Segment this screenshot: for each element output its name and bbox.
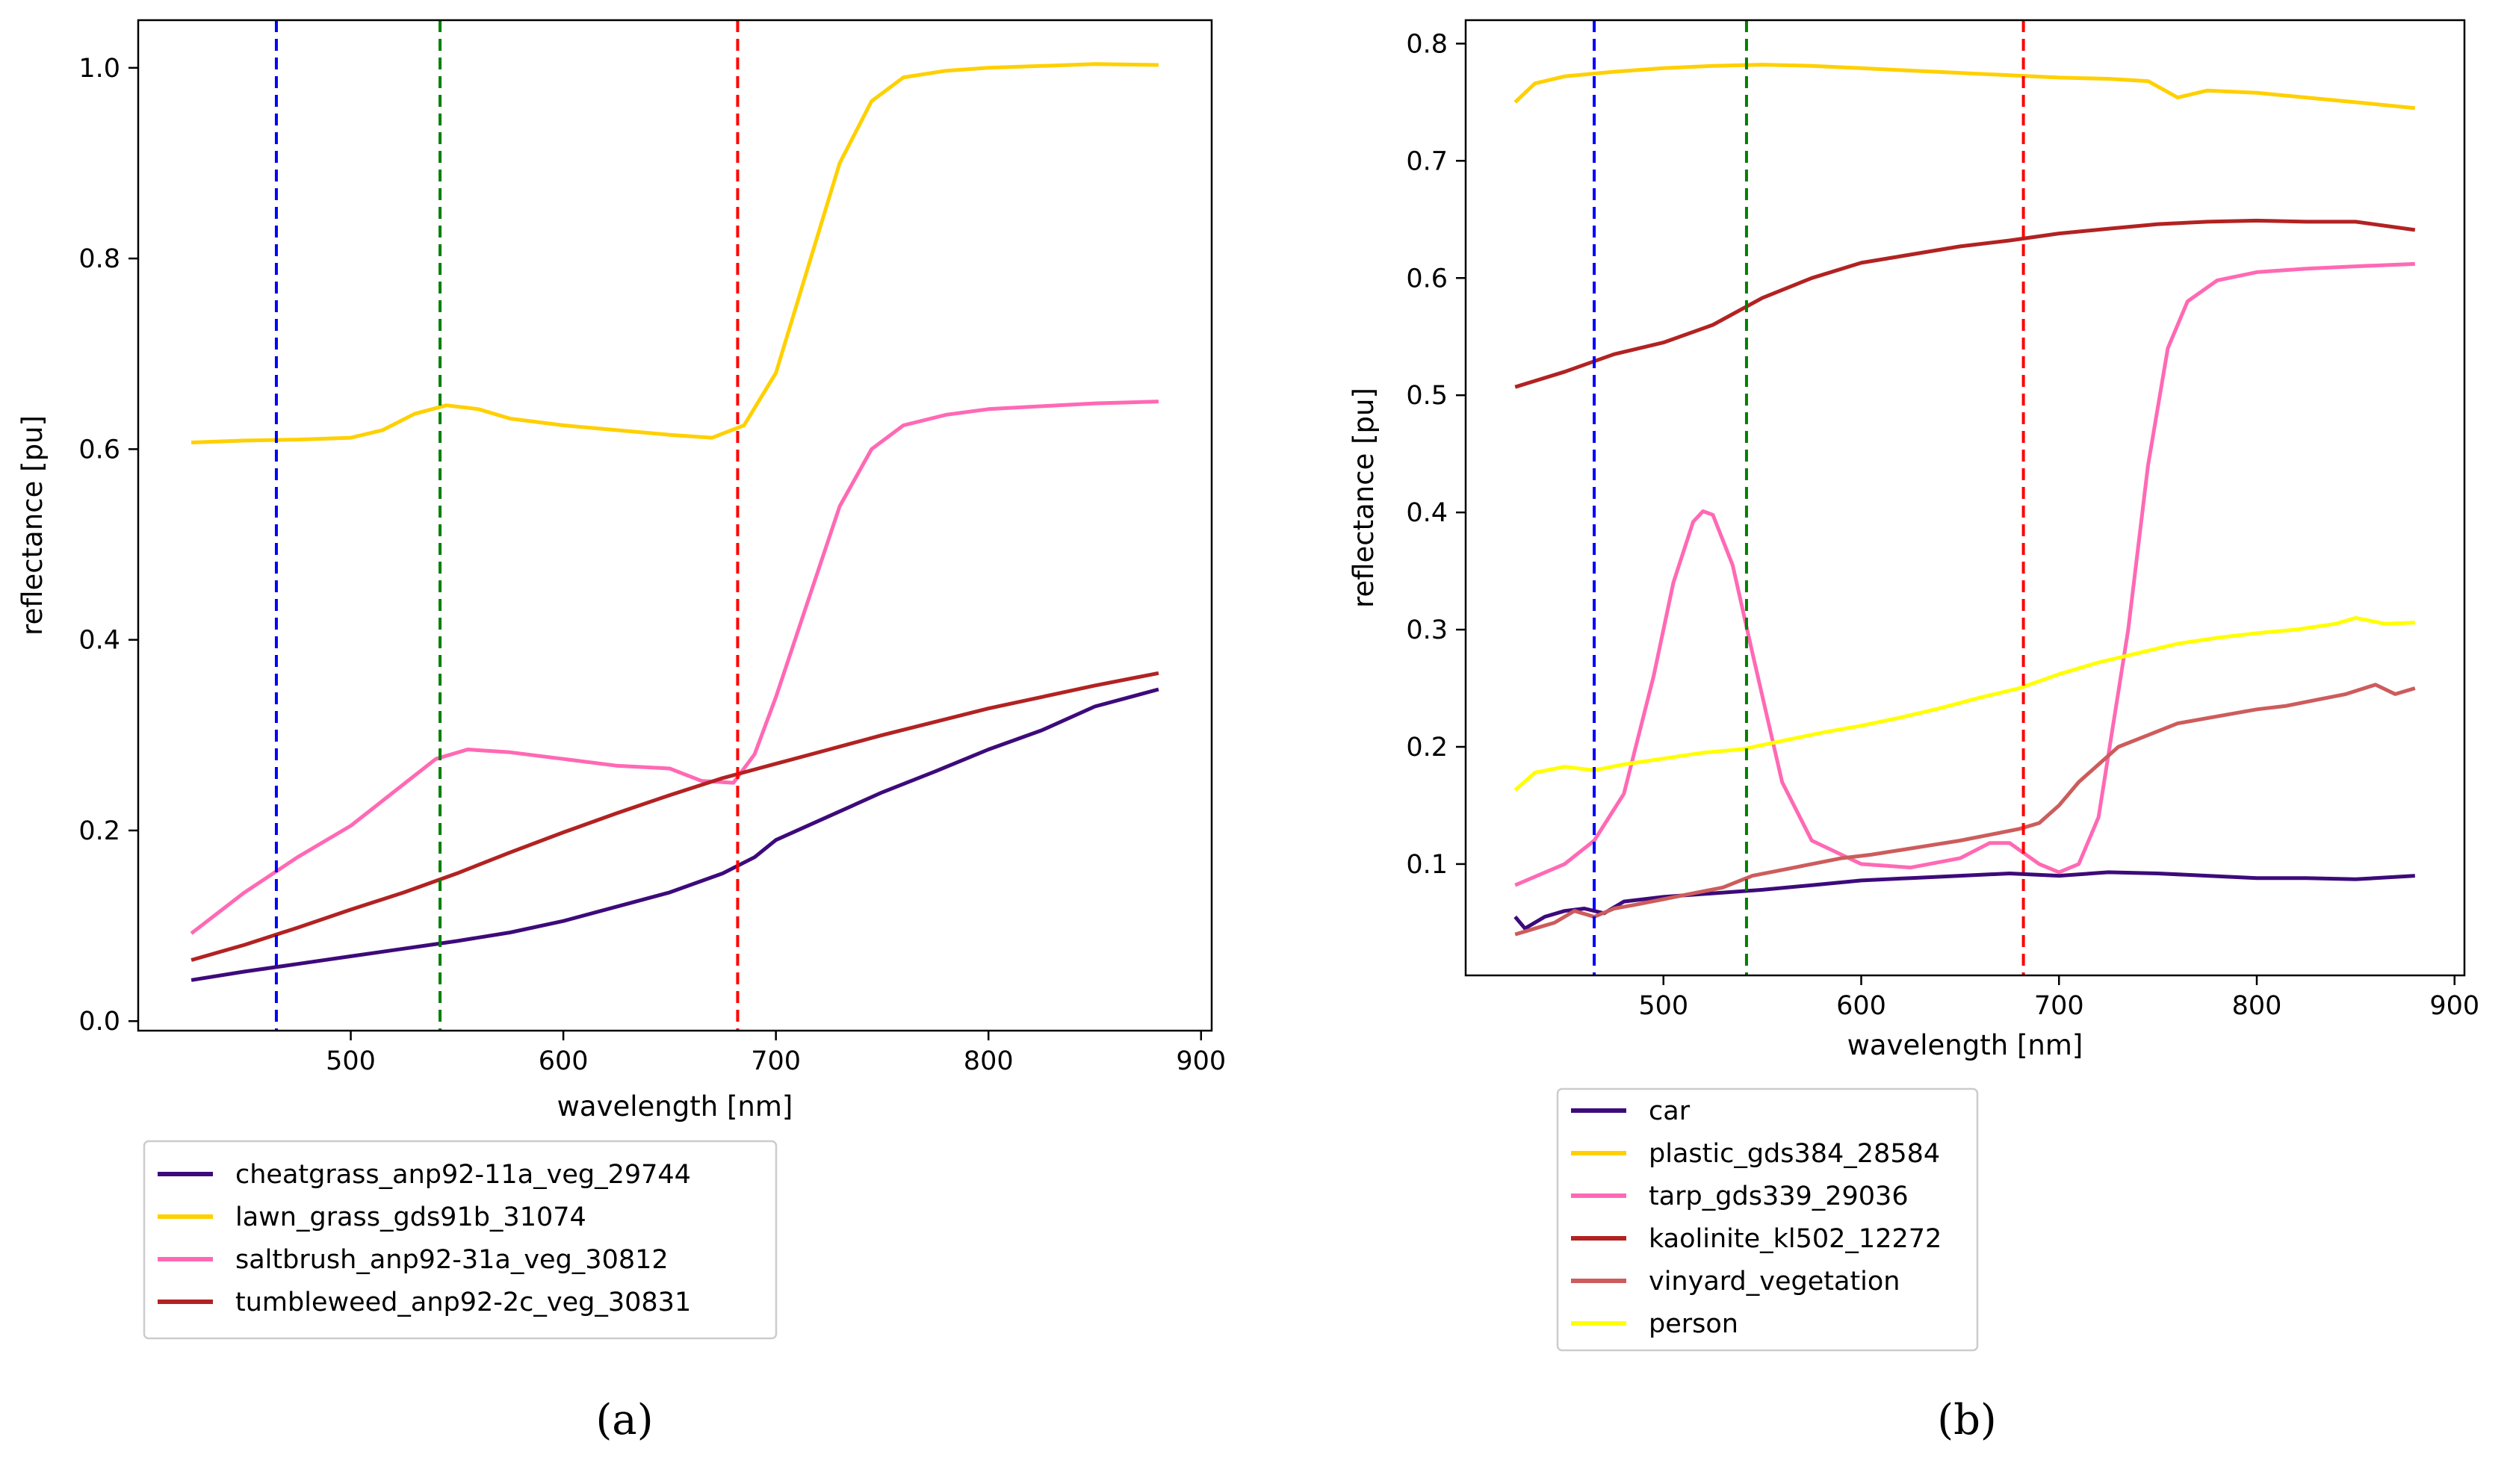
panel-a-legend-label-3: tumbleweed_anp92-2c_veg_30831 — [235, 1288, 691, 1317]
panel-a: 500 600 700 800 900 0.0 0.2 0.4 0.6 0.8 1.0 wavelen… — [16, 19, 1226, 1444]
panel-b-x-tick-label-3: 800 — [2232, 991, 2282, 1021]
panel-b-x-tick-label-4: 900 — [2429, 991, 2479, 1021]
panel-b-legend-box — [1556, 1087, 1979, 1352]
panel-a-series-line-3 — [190, 671, 1159, 962]
panel-a-x-axis-label: wavelength [nm] — [557, 1090, 793, 1123]
panel-b-legend: car plastic_gds384_28584 tarp_gds339_29036… — [1556, 1087, 1979, 1352]
panel-a-x-tick-label-3: 800 — [964, 1046, 1014, 1076]
panel-b-y-tick-label-6: 0.7 — [1406, 146, 1448, 176]
panel-a-series-line-2 — [190, 400, 1159, 935]
panel-a-legend-label-0: cheatgrass_anp92-11a_veg_29744 — [235, 1160, 691, 1190]
panel-b-caption: (b) — [1937, 1396, 1997, 1444]
panel-b-legend-label-4: vinyard_vegetation — [1649, 1267, 1900, 1297]
panel-a-legend-label-2: saltbrush_anp92-31a_veg_30812 — [235, 1245, 669, 1275]
panel-b-y-tick-label-0: 0.1 — [1406, 850, 1448, 880]
panel-b: 500 600 700 800 900 0.1 0.2 0.3 0.4 0.5 0.6 0.7 0.8 w… — [1348, 19, 2479, 1444]
panel-b-y-tick-label-4: 0.5 — [1406, 381, 1448, 411]
panel-a-caption: (a) — [595, 1396, 653, 1444]
panel-b-series-line-0 — [1513, 870, 2415, 931]
panel-a-y-tick-label-2: 0.4 — [78, 626, 120, 656]
panel-b-axes-frame — [1464, 19, 2466, 977]
panel-a-plot-area — [190, 20, 1159, 1031]
panel-b-x-tick-label-0: 500 — [1638, 991, 1688, 1021]
panel-a-y-tick-label-4: 0.8 — [78, 244, 120, 274]
panel-b-legend-label-2: tarp_gds339_29036 — [1649, 1182, 1909, 1211]
panel-b-legend-label-1: plastic_gds384_28584 — [1649, 1139, 1940, 1169]
panel-a-x-tick-label-0: 500 — [326, 1046, 376, 1076]
panel-a-y-tick-label-5: 1.0 — [78, 54, 120, 84]
panel-b-series-line-3 — [1514, 218, 2416, 389]
panel-b-x-tick-label-1: 600 — [1836, 991, 1886, 1021]
panel-b-plot-area — [1513, 20, 2416, 975]
panel-a-x-tick-label-2: 700 — [751, 1046, 801, 1076]
panel-b-legend-label-5: person — [1649, 1309, 1738, 1339]
panel-a-y-tick-label-0: 0.0 — [78, 1007, 120, 1037]
panel-a-legend-box — [143, 1140, 778, 1340]
panel-a-x-tick-label-1: 600 — [539, 1046, 589, 1076]
panel-a-legend: cheatgrass_anp92-11a_veg_29744 lawn_grass… — [143, 1140, 778, 1340]
panel-b-series-line-5 — [1513, 615, 2415, 792]
panel-b-series-line-2 — [1514, 261, 2415, 887]
panel-a-series-line-1 — [191, 62, 1159, 444]
panel-b-legend-label-3: kaolinite_kl502_12272 — [1649, 1224, 1942, 1254]
panel-a-legend-label-1: lawn_grass_gds91b_31074 — [235, 1202, 586, 1232]
panel-a-axes-frame — [137, 19, 1213, 1032]
panel-b-series-line-1 — [1513, 63, 2416, 111]
panel-b-y-tick-label-5: 0.6 — [1406, 264, 1448, 294]
panel-b-y-tick-label-7: 0.8 — [1406, 29, 1448, 59]
panel-b-series-line-4 — [1514, 683, 2416, 937]
panel-a-y-tick-label-3: 0.6 — [78, 435, 120, 465]
panel-a-series-line-0 — [190, 687, 1159, 982]
panel-b-x-axis-label: wavelength [nm] — [1847, 1029, 2083, 1061]
panel-a-x-tick-label-4: 900 — [1176, 1046, 1226, 1076]
panel-b-y-tick-label-3: 0.4 — [1406, 498, 1448, 528]
panel-b-x-tick-label-2: 700 — [2034, 991, 2084, 1021]
panel-b-y-tick-label-1: 0.2 — [1406, 733, 1448, 763]
panel-a-y-tick-label-1: 0.2 — [78, 816, 120, 846]
panel-b-y-tick-label-2: 0.3 — [1406, 615, 1448, 645]
panel-a-y-axis-label: reflectance [pu] — [16, 415, 49, 636]
panel-b-legend-label-0: car — [1649, 1096, 1691, 1126]
panel-b-y-axis-label: reflectance [pu] — [1348, 388, 1380, 608]
